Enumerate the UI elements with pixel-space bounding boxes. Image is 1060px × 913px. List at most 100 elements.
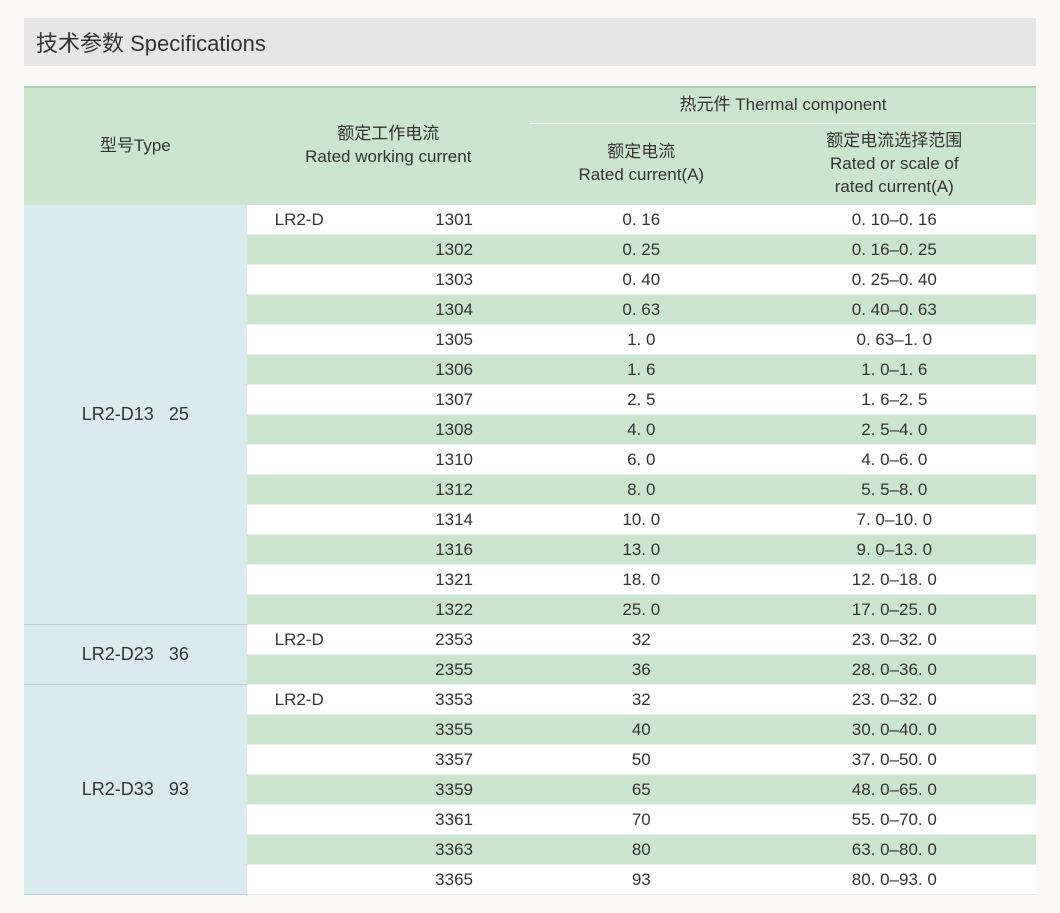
code-cell: 1306 (378, 355, 530, 385)
prefix-cell (247, 385, 379, 415)
range-cell: 17. 0–25. 0 (753, 595, 1036, 625)
rated-cell: 65 (530, 775, 753, 805)
code-cell: 1301 (378, 205, 530, 235)
rated-cell: 18. 0 (530, 565, 753, 595)
code-cell: 1305 (378, 325, 530, 355)
range-cell: 2. 5–4. 0 (753, 415, 1036, 445)
col-thermal-top: 热元件 Thermal component (530, 87, 1036, 123)
prefix-cell (247, 325, 379, 355)
code-cell: 3363 (378, 835, 530, 865)
table-row: LR2-D13 25LR2-D13010. 160. 10–0. 16 (24, 205, 1036, 235)
rated-cell: 80 (530, 835, 753, 865)
type-model: LR2-D13 (82, 404, 154, 424)
prefix-cell (247, 505, 379, 535)
prefix-cell (247, 805, 379, 835)
code-cell: 2353 (378, 625, 530, 655)
range-cell: 23. 0–32. 0 (753, 625, 1036, 655)
rated-cell: 1. 0 (530, 325, 753, 355)
range-cell: 9. 0–13. 0 (753, 535, 1036, 565)
rated-cell: 6. 0 (530, 445, 753, 475)
rated-cell: 8. 0 (530, 475, 753, 505)
type-cell: LR2-D33 93 (24, 685, 247, 895)
col-range: 额定电流选择范围 Rated or scale of rated current… (753, 123, 1036, 204)
range-cell: 30. 0–40. 0 (753, 715, 1036, 745)
code-cell: 1304 (378, 295, 530, 325)
range-cell: 0. 63–1. 0 (753, 325, 1036, 355)
type-current: 25 (169, 404, 189, 424)
col-range-cn: 额定电流选择范围 (826, 131, 962, 150)
range-cell: 0. 10–0. 16 (753, 205, 1036, 235)
table-row: LR2-D23 36LR2-D23533223. 0–32. 0 (24, 625, 1036, 655)
code-cell: 1307 (378, 385, 530, 415)
rated-cell: 40 (530, 715, 753, 745)
rated-cell: 36 (530, 655, 753, 685)
prefix-cell (247, 565, 379, 595)
range-cell: 0. 16–0. 25 (753, 235, 1036, 265)
code-cell: 3353 (378, 685, 530, 715)
range-cell: 28. 0–36. 0 (753, 655, 1036, 685)
code-cell: 2355 (378, 655, 530, 685)
range-cell: 4. 0–6. 0 (753, 445, 1036, 475)
col-rated-current-cn: 额定电流 (607, 142, 675, 161)
col-working-current: 额定工作电流 Rated working current (247, 87, 530, 205)
code-cell: 3355 (378, 715, 530, 745)
table-row: LR2-D33 93LR2-D33533223. 0–32. 0 (24, 685, 1036, 715)
col-type: 型号Type (24, 87, 247, 205)
rated-cell: 0. 63 (530, 295, 753, 325)
rated-cell: 0. 25 (530, 235, 753, 265)
prefix-cell (247, 595, 379, 625)
prefix-cell (247, 835, 379, 865)
range-cell: 0. 25–0. 40 (753, 265, 1036, 295)
prefix-cell (247, 535, 379, 565)
rated-cell: 50 (530, 745, 753, 775)
prefix-cell (247, 865, 379, 895)
prefix-cell (247, 415, 379, 445)
code-cell: 1303 (378, 265, 530, 295)
rated-cell: 70 (530, 805, 753, 835)
range-cell: 37. 0–50. 0 (753, 745, 1036, 775)
range-cell: 63. 0–80. 0 (753, 835, 1036, 865)
range-cell: 80. 0–93. 0 (753, 865, 1036, 895)
prefix-cell (247, 355, 379, 385)
section-title: 技术参数 Specifications (24, 18, 1036, 66)
code-cell: 3359 (378, 775, 530, 805)
prefix-cell: LR2-D (247, 685, 379, 715)
range-cell: 12. 0–18. 0 (753, 565, 1036, 595)
prefix-cell (247, 745, 379, 775)
rated-cell: 4. 0 (530, 415, 753, 445)
col-rated-current: 额定电流 Rated current(A) (530, 123, 753, 204)
rated-cell: 13. 0 (530, 535, 753, 565)
type-cell: LR2-D23 36 (24, 625, 247, 685)
rated-cell: 2. 5 (530, 385, 753, 415)
range-cell: 23. 0–32. 0 (753, 685, 1036, 715)
col-range-en2: rated current(A) (835, 177, 954, 196)
type-model: LR2-D33 (82, 779, 154, 799)
rated-cell: 32 (530, 685, 753, 715)
code-cell: 1322 (378, 595, 530, 625)
table-header: 型号Type 额定工作电流 Rated working current 热元件 … (24, 87, 1036, 205)
rated-cell: 0. 16 (530, 205, 753, 235)
rated-cell: 10. 0 (530, 505, 753, 535)
code-cell: 1316 (378, 535, 530, 565)
code-cell: 1314 (378, 505, 530, 535)
type-model: LR2-D23 (82, 644, 154, 664)
code-cell: 1312 (378, 475, 530, 505)
code-cell: 3361 (378, 805, 530, 835)
prefix-cell (247, 295, 379, 325)
col-working-current-cn: 额定工作电流 (337, 124, 439, 143)
prefix-cell (247, 265, 379, 295)
code-cell: 1321 (378, 565, 530, 595)
prefix-cell (247, 715, 379, 745)
rated-cell: 93 (530, 865, 753, 895)
prefix-cell: LR2-D (247, 205, 379, 235)
table-body: LR2-D13 25LR2-D13010. 160. 10–0. 1613020… (24, 205, 1036, 895)
rated-cell: 32 (530, 625, 753, 655)
col-rated-current-en: Rated current(A) (578, 165, 704, 184)
rated-cell: 0. 40 (530, 265, 753, 295)
code-cell: 3357 (378, 745, 530, 775)
range-cell: 0. 40–0. 63 (753, 295, 1036, 325)
prefix-cell (247, 475, 379, 505)
code-cell: 1308 (378, 415, 530, 445)
prefix-cell: LR2-D (247, 625, 379, 655)
range-cell: 48. 0–65. 0 (753, 775, 1036, 805)
